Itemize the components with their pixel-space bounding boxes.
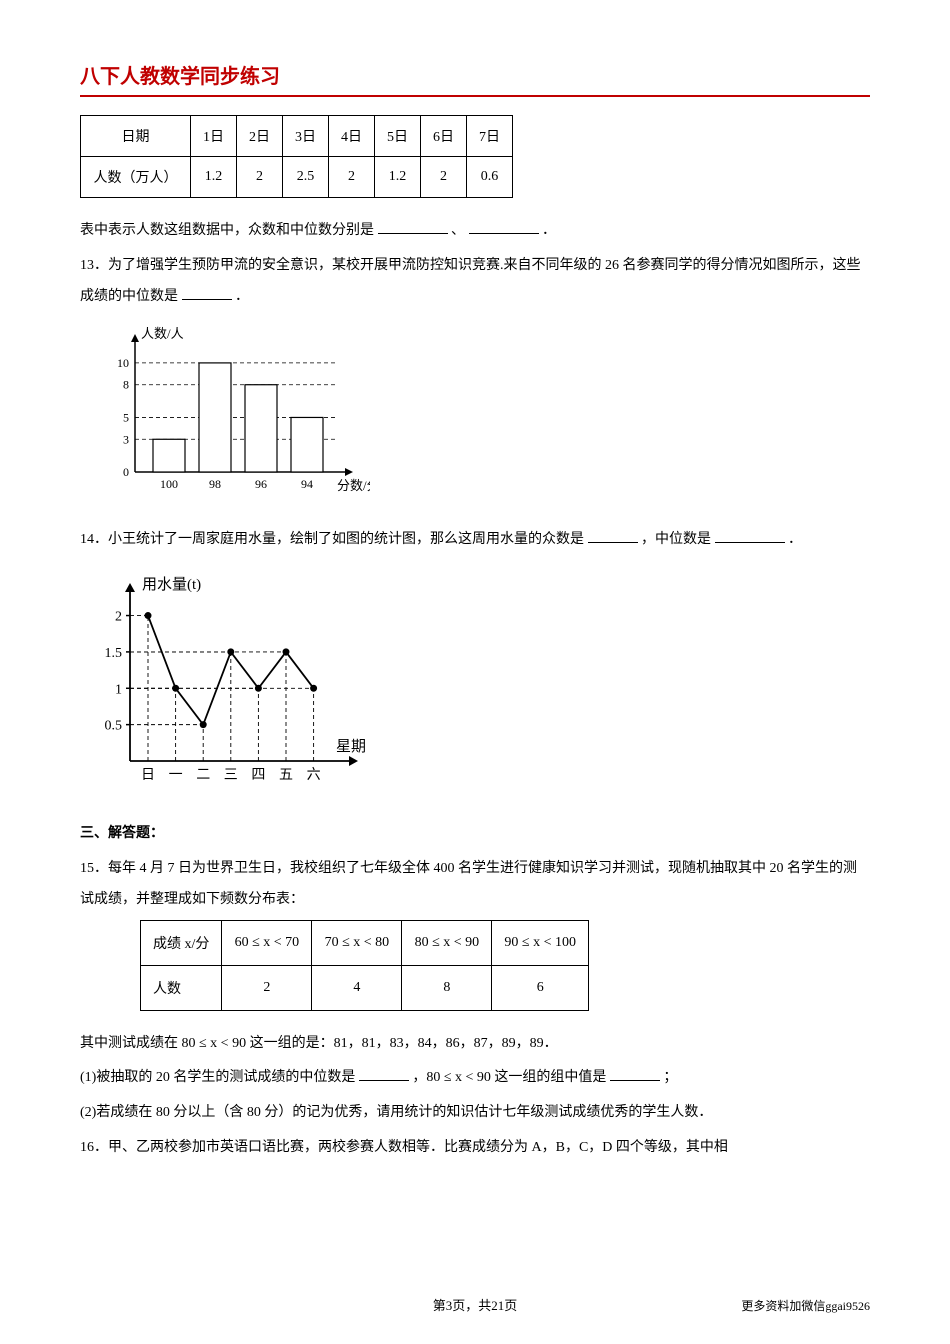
svg-text:3: 3: [123, 433, 129, 447]
th-d2: 2日: [237, 116, 283, 157]
blank: [610, 1067, 660, 1081]
q16-text: 16．甲、乙两校参加市英语口语比赛，两校参赛人数相等．比赛成绩分为 A，B，C，…: [80, 1133, 870, 1164]
q12-sep: 、: [451, 223, 465, 238]
th-d3: 3日: [283, 116, 329, 157]
table-row: 日期 1日 2日 3日 4日 5日 6日 7日: [81, 116, 513, 157]
th-d6: 6日: [421, 116, 467, 157]
cell: 2: [222, 965, 312, 1010]
line-chart-svg: 用水量(t) 星期 0.5 1 1.5 2 日一二三四五六: [90, 566, 370, 796]
svg-text:六: 六: [307, 767, 321, 783]
svg-text:10: 10: [117, 356, 129, 370]
svg-text:5: 5: [123, 411, 129, 425]
table-frequency: 成绩 x/分 60 ≤ x < 70 70 ≤ x < 80 80 ≤ x < …: [140, 920, 589, 1011]
q15-line2: 其中测试成绩在 80 ≤ x < 90 这一组的是：81，81，83，84，86…: [80, 1029, 870, 1060]
th-score: 成绩 x/分: [141, 920, 222, 965]
blank: [359, 1067, 409, 1081]
cell: 2: [421, 157, 467, 198]
svg-text:94: 94: [301, 477, 313, 491]
cell: 4: [312, 965, 402, 1010]
th-d4: 4日: [329, 116, 375, 157]
chart-line-water: 用水量(t) 星期 0.5 1 1.5 2 日一二三四五六: [90, 566, 870, 801]
svg-text:2: 2: [115, 610, 122, 625]
row-label: 人数: [141, 965, 222, 1010]
blank: [588, 529, 638, 543]
svg-text:1.5: 1.5: [105, 646, 123, 661]
table-row: 人数 2 4 8 6: [141, 965, 589, 1010]
cell: 2.5: [283, 157, 329, 198]
blank: [378, 220, 448, 234]
q12-prefix: 表中表示人数这组数据中，众数和中位数分别是: [80, 223, 374, 238]
q14-prefix: 14．小王统计了一周家庭用水量，绘制了如图的统计图，那么这周用水量的众数是: [80, 532, 584, 547]
th-range4: 90 ≤ x < 100: [492, 920, 589, 965]
svg-text:8: 8: [123, 378, 129, 392]
q12-end: ．: [542, 223, 556, 238]
q15-line4: (2)若成绩在 80 分以上（含 80 分）的记为优秀，请用统计的知识估计七年级…: [80, 1098, 870, 1129]
svg-text:0: 0: [123, 465, 129, 479]
svg-text:三: 三: [224, 768, 238, 783]
q13-text: 13．为了增强学生预防甲流的安全意识，某校开展甲流防控知识竞赛.来自不同年级的 …: [80, 251, 870, 313]
q15-l3a: (1)被抽取的 20 名学生的测试成绩的中位数是: [80, 1070, 355, 1085]
cell: 2: [237, 157, 283, 198]
q15-line1: 15．每年 4 月 7 日为世界卫生日，我校组织了七年级全体 400 名学生进行…: [80, 854, 870, 916]
svg-text:96: 96: [255, 477, 267, 491]
cell: 6: [492, 965, 589, 1010]
cell: 8: [402, 965, 492, 1010]
q15-line3: (1)被抽取的 20 名学生的测试成绩的中位数是 ，80 ≤ x < 90 这一…: [80, 1063, 870, 1094]
table-row: 成绩 x/分 60 ≤ x < 70 70 ≤ x < 80 80 ≤ x < …: [141, 920, 589, 965]
table-row: 人数（万人） 1.2 2 2.5 2 1.2 2 0.6: [81, 157, 513, 198]
th-d5: 5日: [375, 116, 421, 157]
th-range1: 60 ≤ x < 70: [222, 920, 312, 965]
th-d7: 7日: [467, 116, 513, 157]
svg-text:98: 98: [209, 477, 221, 491]
svg-text:用水量(t): 用水量(t): [142, 576, 201, 593]
page-header-title: 八下人教数学同步练习: [80, 60, 870, 97]
chart-bar-scores: 人数/人分数/分 0 3 5 8 10 100 98 96 94: [90, 322, 870, 507]
bar-chart-svg: 人数/人分数/分 0 3 5 8 10 100 98 96 94: [90, 322, 370, 502]
q15-l3b: ，80 ≤ x < 90 这一组的组中值是: [412, 1070, 606, 1085]
cell: 1.2: [191, 157, 237, 198]
svg-text:100: 100: [160, 477, 178, 491]
th-range2: 70 ≤ x < 80: [312, 920, 402, 965]
th-range3: 80 ≤ x < 90: [402, 920, 492, 965]
footer-contact: 更多资料加微信ggai9526: [741, 1297, 870, 1314]
blank: [715, 529, 785, 543]
q15-l3c: ；: [663, 1070, 677, 1085]
q14-text: 14．小王统计了一周家庭用水量，绘制了如图的统计图，那么这周用水量的众数是 ，中…: [80, 525, 870, 556]
svg-text:五: 五: [279, 768, 293, 783]
svg-text:四: 四: [251, 768, 265, 783]
blank: [182, 286, 232, 300]
svg-text:分数/分: 分数/分: [337, 478, 370, 493]
row-label: 人数（万人）: [81, 157, 191, 198]
svg-text:日: 日: [141, 768, 155, 783]
svg-text:人数/人: 人数/人: [141, 326, 184, 341]
q12-text: 表中表示人数这组数据中，众数和中位数分别是 、 ．: [80, 216, 870, 247]
cell: 0.6: [467, 157, 513, 198]
th-date: 日期: [81, 116, 191, 157]
table-visitors: 日期 1日 2日 3日 4日 5日 6日 7日 人数（万人） 1.2 2 2.5…: [80, 115, 513, 198]
q14-mid: ，中位数是: [641, 532, 711, 547]
cell: 1.2: [375, 157, 421, 198]
svg-text:0.5: 0.5: [105, 719, 123, 734]
th-d1: 1日: [191, 116, 237, 157]
svg-text:星期: 星期: [336, 738, 366, 755]
svg-text:1: 1: [115, 682, 122, 697]
q14-suffix: ．: [788, 532, 802, 547]
q13-suffix: ．: [235, 289, 249, 304]
svg-text:二: 二: [196, 768, 210, 783]
svg-text:一: 一: [169, 768, 183, 783]
cell: 2: [329, 157, 375, 198]
section-3-heading: 三、解答题：: [80, 819, 870, 850]
blank: [469, 220, 539, 234]
